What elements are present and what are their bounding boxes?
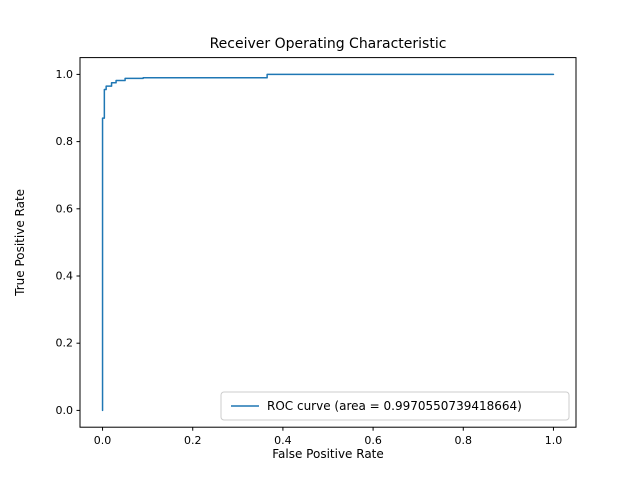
roc-curve-line [101, 73, 555, 412]
y-tick-label: 0.4 [56, 270, 74, 283]
x-axis-label: False Positive Rate [272, 447, 384, 461]
y-tick-label: 1.0 [56, 68, 74, 81]
x-tick-label: 0.0 [94, 434, 112, 447]
y-tick-label: 0.8 [56, 135, 74, 148]
plot-generated-content: 0.0 0.2 0.4 0.6 0.8 1.0 0.0 0.2 0.4 0.6 0.8 1.0 [56, 68, 563, 447]
legend-label: ROC curve (area = 0.9970550739418664) [267, 399, 522, 413]
x-tick-label: 0.2 [184, 434, 202, 447]
x-tick-label: 0.4 [274, 434, 292, 447]
y-tick-label: 0.0 [56, 404, 74, 417]
legend: ROC curve (area = 0.9970550739418664) [220, 391, 570, 421]
legend-box [220, 391, 570, 421]
y-tick-label: 0.6 [56, 202, 74, 215]
x-tick-label: 0.8 [455, 434, 473, 447]
x-tick-label: 1.0 [545, 434, 563, 447]
chart-title: Receiver Operating Characteristic [210, 36, 447, 52]
x-tick-label: 0.6 [364, 434, 382, 447]
y-axis-label: True Positive Rate [13, 189, 27, 297]
y-tick-label: 0.2 [56, 337, 74, 350]
plot-area-spines [79, 57, 577, 428]
